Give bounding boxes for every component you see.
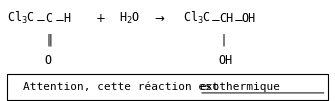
- Text: Attention, cette réaction est: Attention, cette réaction est: [23, 82, 226, 92]
- Text: H$_2$O: H$_2$O: [119, 11, 140, 26]
- Text: O: O: [45, 54, 52, 67]
- Text: $+$: $+$: [95, 12, 106, 25]
- Text: CH: CH: [219, 12, 234, 25]
- Text: $\|$: $\|$: [46, 32, 52, 48]
- Text: $-$: $-$: [54, 12, 65, 25]
- FancyBboxPatch shape: [7, 74, 328, 100]
- Text: Cl$_3$C: Cl$_3$C: [183, 10, 211, 26]
- Text: $-$: $-$: [35, 12, 46, 25]
- Text: exothermique: exothermique: [199, 82, 280, 92]
- Text: Cl$_3$C: Cl$_3$C: [7, 10, 35, 26]
- Text: $-$: $-$: [210, 12, 221, 25]
- Text: C: C: [45, 12, 52, 25]
- Text: $|$: $|$: [221, 32, 226, 48]
- Text: H: H: [63, 12, 70, 25]
- Text: OH: OH: [242, 12, 256, 25]
- Text: $\rightarrow$: $\rightarrow$: [152, 12, 166, 25]
- Text: $-$: $-$: [233, 12, 244, 25]
- Text: OH: OH: [218, 54, 232, 67]
